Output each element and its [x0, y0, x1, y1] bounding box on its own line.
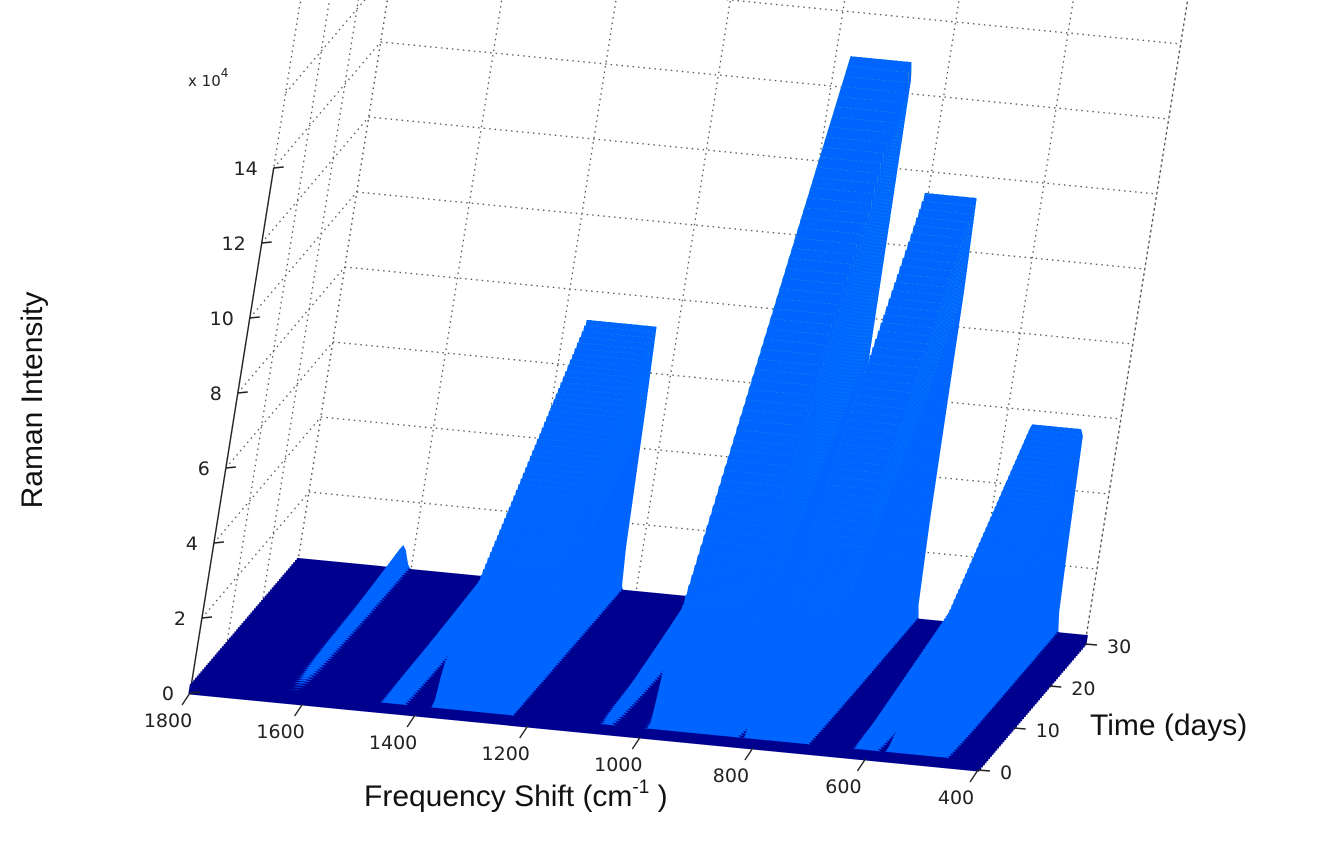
grid-line [1084, 0, 1189, 645]
y-tick-mark [1084, 643, 1098, 646]
x-tick-label: 400 [938, 787, 974, 809]
y-tick-label: 0 [1000, 762, 1012, 784]
z-tick-mark [237, 391, 248, 394]
z-tick-label: 2 [174, 608, 186, 630]
z-tick-mark [225, 466, 236, 469]
x-tick-label: 1800 [144, 710, 192, 732]
surface-strip [292, 76, 1084, 650]
z-tick-mark [201, 616, 213, 619]
x-tick-label: 1000 [594, 754, 642, 776]
grid-line [273, 41, 382, 169]
z-tick-mark [273, 166, 284, 169]
y-axis-title: Time (days) [1090, 709, 1247, 742]
grid-line [634, 0, 732, 601]
grid-line [368, 116, 1157, 195]
x-tick-label: 1200 [482, 743, 530, 765]
surface-layer [188, 56, 1088, 772]
surface-strip [290, 86, 1083, 652]
grid-line [261, 116, 370, 244]
grid-line [201, 491, 310, 619]
grid-line [320, 416, 1109, 495]
z-tick-mark [213, 541, 224, 544]
z-tick-mark [261, 241, 272, 244]
x-tick-mark [856, 758, 866, 772]
surface-strip [293, 66, 1086, 648]
z-tick-label: 0 [162, 683, 174, 705]
z-multiplier-label: x 104 [188, 66, 228, 90]
x-tick-mark [406, 714, 416, 728]
grid-line [296, 0, 389, 568]
z-tick-mark [189, 691, 201, 694]
x-tick-label: 1600 [256, 721, 304, 743]
z-axis-line [189, 167, 275, 694]
y-tick-mark [1049, 685, 1062, 688]
grid-line [408, 0, 503, 579]
z-tick-label: 4 [186, 533, 198, 555]
surface-floor [188, 683, 981, 772]
z-tick-mark [249, 316, 260, 319]
x-tick-mark [519, 725, 529, 739]
grid-line [249, 191, 358, 319]
x-tick-label: 600 [825, 776, 861, 798]
grid-line [285, 0, 366, 94]
x-tick-mark [969, 769, 979, 783]
z-tick-label: 14 [234, 158, 258, 180]
x-tick-mark [631, 736, 641, 750]
x-tick-mark [294, 703, 304, 717]
x-tick-label: 1400 [369, 732, 417, 754]
z-tick-label: 10 [210, 308, 234, 330]
z-tick-label: 6 [198, 458, 210, 480]
grid-line [332, 341, 1121, 420]
x-axis-title-main: Frequency Shift (cm [364, 780, 632, 813]
z-multiplier-exp: 4 [221, 66, 229, 80]
x-tick-mark [744, 747, 754, 761]
grid-line [237, 266, 346, 394]
grid-line [380, 41, 1169, 120]
grid-line [299, 0, 304, 4]
grid-line [1084, 0, 1189, 645]
grid-line [723, 0, 1181, 45]
ticks-layer: 0 2 4 6 8 10 12 14 1800 1600 1400 1200 1000 800 600 400… [144, 158, 1131, 809]
y-tick-mark [977, 769, 991, 772]
grid-line [356, 191, 1145, 270]
grid-line [260, 0, 360, 610]
x-tick-label: 800 [713, 765, 749, 787]
x-axis-title-sup: -1 [632, 777, 649, 798]
grid-line [225, 0, 331, 652]
y-tick-mark [1013, 727, 1026, 730]
grid-line [296, 0, 389, 568]
y-tick-label: 20 [1071, 678, 1095, 700]
z-axis-title: Raman Intensity [16, 292, 49, 509]
y-tick-label: 30 [1107, 636, 1131, 658]
y-tick-label: 10 [1036, 720, 1060, 742]
x-axis-title-tail: ) [649, 780, 667, 813]
z-multiplier-base: x 10 [188, 72, 221, 90]
z-tick-label: 8 [210, 383, 222, 405]
grid-line [213, 416, 322, 544]
x-axis-title: Frequency Shift (cm-1 ) [364, 777, 668, 813]
x-tick-mark [181, 692, 191, 706]
grid-line [225, 341, 334, 469]
grid-line [344, 266, 1133, 345]
z-tick-label: 12 [222, 233, 246, 255]
surface-strip [295, 56, 1088, 646]
